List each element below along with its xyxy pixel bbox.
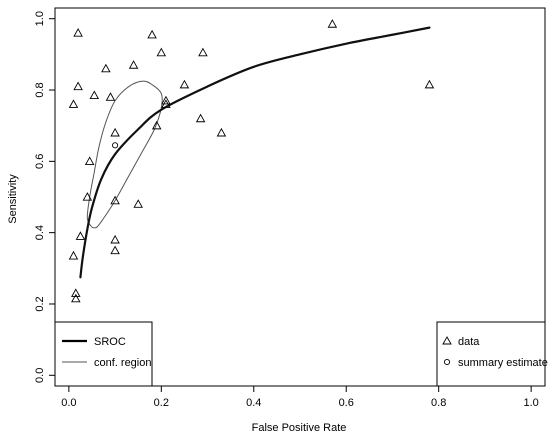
data-point bbox=[84, 156, 95, 165]
legend-conf-region-label: conf. region bbox=[94, 357, 151, 369]
data-point bbox=[424, 79, 435, 89]
x-tick-label: 0.2 bbox=[154, 397, 169, 409]
x-tick-label: 0.0 bbox=[61, 397, 76, 409]
data-point bbox=[128, 60, 139, 69]
legend-right-box bbox=[436, 321, 546, 387]
data-point bbox=[179, 79, 190, 89]
legend-sroc-label: SROC bbox=[94, 336, 126, 348]
x-tick-label: 0.6 bbox=[339, 397, 354, 409]
legend-right: data summary estimate bbox=[436, 321, 548, 387]
conf-region-layer bbox=[86, 80, 163, 229]
data-point bbox=[68, 99, 79, 108]
sroc-curve-line bbox=[79, 26, 431, 279]
x-tick-label: 1.0 bbox=[523, 397, 538, 409]
summary-estimate-point bbox=[112, 142, 119, 149]
y-axis-title: Sensitivity bbox=[7, 174, 19, 224]
x-axis-title: False Positive Rate bbox=[252, 422, 347, 434]
data-point bbox=[161, 95, 171, 105]
data-point bbox=[82, 192, 93, 201]
legend-left: SROC conf. region bbox=[54, 321, 153, 387]
data-point bbox=[110, 127, 120, 137]
data-point bbox=[101, 63, 111, 73]
data-point bbox=[216, 127, 227, 137]
points-layer bbox=[68, 19, 435, 303]
y-tick-label: 0.0 bbox=[34, 368, 46, 383]
legend-data-label: data bbox=[458, 336, 480, 348]
data-point bbox=[105, 92, 116, 101]
legend-data-triangle-icon bbox=[442, 336, 452, 345]
data-point bbox=[71, 293, 81, 303]
data-point bbox=[161, 99, 171, 108]
legend-left-box bbox=[54, 321, 153, 387]
data-point bbox=[73, 81, 83, 91]
data-point bbox=[198, 47, 208, 57]
data-point bbox=[73, 28, 83, 37]
sroc-layer bbox=[79, 26, 431, 279]
x-axis: 0.0 0.2 0.4 0.6 0.8 1.0 bbox=[61, 385, 539, 409]
y-tick-label: 0.6 bbox=[34, 154, 46, 169]
y-tick-label: 0.4 bbox=[34, 225, 46, 240]
data-point bbox=[89, 90, 100, 100]
conf-region-line bbox=[86, 80, 163, 229]
y-tick-label: 0.8 bbox=[34, 82, 46, 97]
data-point bbox=[156, 47, 167, 57]
data-point bbox=[71, 288, 81, 297]
data-point bbox=[327, 19, 338, 28]
legend-summary-estimate-label: summary estimate bbox=[458, 357, 548, 369]
data-point bbox=[147, 29, 157, 39]
y-axis: 0.0 0.2 0.4 0.6 0.8 1.0 bbox=[34, 11, 56, 383]
data-point bbox=[110, 245, 120, 255]
data-point bbox=[110, 195, 120, 205]
legend-summary-circle-icon bbox=[443, 358, 451, 366]
data-point bbox=[195, 113, 206, 123]
x-tick-label: 0.8 bbox=[431, 397, 446, 409]
data-point bbox=[151, 120, 162, 130]
y-tick-label: 0.2 bbox=[34, 296, 46, 311]
data-point bbox=[110, 234, 120, 244]
x-tick-label: 0.4 bbox=[246, 397, 261, 409]
data-point bbox=[133, 199, 143, 208]
data-point bbox=[68, 250, 79, 260]
data-point bbox=[75, 231, 86, 240]
y-tick-label: 1.0 bbox=[34, 11, 46, 26]
